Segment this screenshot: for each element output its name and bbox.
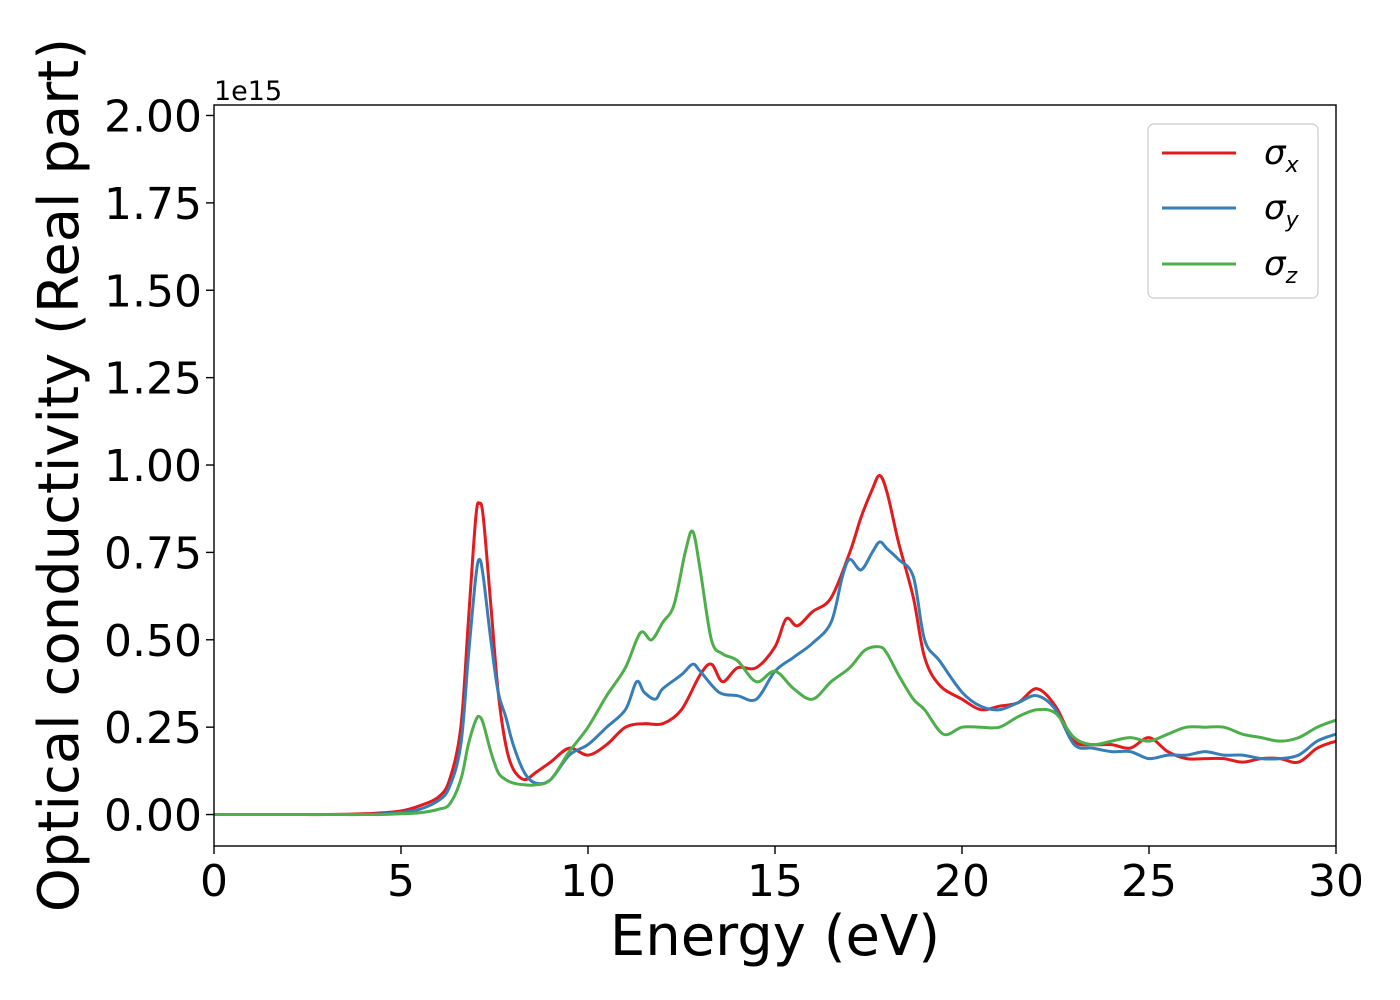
y-offset-label: 1e15 — [214, 76, 282, 107]
x-tick-label: 10 — [560, 856, 616, 907]
y-tick-label: 0.00 — [104, 791, 202, 842]
y-axis: 0.00 0.25 0.50 0.75 1.00 1.25 1.50 1.75 2.00 — [104, 91, 214, 842]
y-tick-label: 0.75 — [104, 528, 202, 579]
x-tick-label: 25 — [1121, 856, 1177, 907]
y-tick-label: 1.25 — [104, 354, 202, 405]
legend-box — [1147, 123, 1319, 299]
y-tick-label: 1.75 — [104, 179, 202, 230]
x-tick-label: 30 — [1308, 856, 1364, 907]
legend-label-z: σz — [1264, 244, 1298, 289]
x-tick-label: 20 — [934, 856, 990, 907]
y-tick-label: 2.00 — [104, 91, 202, 142]
x-axis-title: Energy (eV) — [610, 904, 940, 969]
plot-lines — [214, 474, 1337, 817]
y-tick-label: 0.25 — [104, 703, 202, 754]
y-tick-label: 1.50 — [104, 266, 202, 317]
y-tick-label: 1.00 — [104, 441, 202, 492]
x-tick-label: 15 — [747, 856, 803, 907]
y-axis-title: Optical conductivity (Real part) — [27, 38, 92, 912]
x-tick-label: 0 — [200, 856, 228, 907]
x-tick-label: 5 — [387, 856, 415, 907]
series-line-z — [214, 529, 1337, 817]
y-tick-label: 0.50 — [104, 616, 202, 667]
series-line-y — [214, 540, 1337, 817]
x-axis: 0 5 10 15 20 25 30 — [200, 846, 1364, 907]
series-line-x — [214, 474, 1337, 817]
